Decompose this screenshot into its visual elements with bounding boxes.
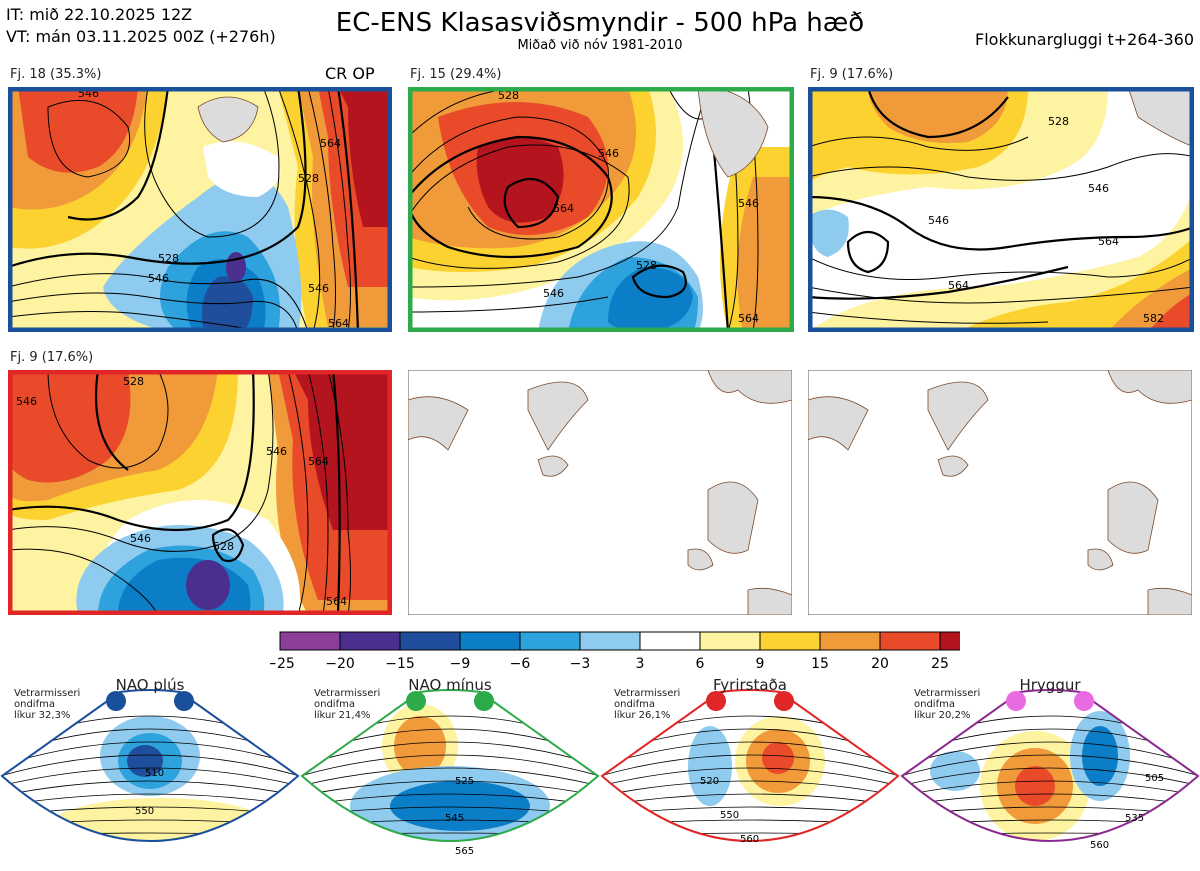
regime-dot (1006, 691, 1026, 711)
contour-label: 546 (266, 445, 287, 458)
colorbar-tick-label: 3 (636, 656, 645, 672)
contour-label: 546 (130, 532, 151, 545)
contour-label: 564 (326, 595, 347, 608)
contour-label: 564 (553, 202, 574, 215)
regime-contour-label: 545 (445, 813, 464, 824)
contour-label: 546 (598, 147, 619, 160)
regime-name: NAO mínus (370, 676, 530, 694)
regime-contour-label: 550 (720, 810, 739, 821)
contour-label: 582 (1143, 312, 1164, 325)
regime-contour-label: 505 (1145, 773, 1164, 784)
empty-map-5 (408, 370, 792, 615)
regime-contour-label: 550 (135, 806, 154, 817)
regime-contour-label: 560 (740, 834, 759, 845)
anomaly-blob (1015, 766, 1055, 806)
contour-label: 528 (298, 172, 319, 185)
empty-map-6 (808, 370, 1192, 615)
regime-contour-label: 510 (145, 768, 164, 779)
contour-label: 546 (738, 197, 759, 210)
regime-note-line: ondifma (914, 699, 980, 710)
colorbar-tick-label: 6 (696, 656, 705, 672)
contour-label: 564 (738, 312, 759, 325)
regime-note-line: líkur 32,3% (14, 710, 80, 721)
regime-dot (174, 691, 194, 711)
regime-panel: 505 535 560 Vetrarmisseri ondifma líkur 20,2%… (900, 676, 1200, 866)
regime-name: Fyrirstaða (670, 676, 830, 694)
regime-dot (474, 691, 494, 711)
contour-label: 528 (1048, 115, 1069, 128)
colorbar-tick-label: 15 (811, 656, 829, 672)
colorbar-tick-label: −25 (270, 656, 295, 672)
contour-label: 528 (158, 252, 179, 265)
colorbar-tick-label: −9 (450, 656, 471, 672)
colorbar-swatch (820, 632, 880, 650)
anomaly-blob (50, 798, 270, 854)
classification-window: Flokkunargluggi t+264-360 (975, 30, 1194, 49)
colorbar-swatch (640, 632, 700, 650)
colorbar-swatch (880, 632, 940, 650)
colorbar-tick-label: −20 (325, 656, 355, 672)
cluster-map-4: 546 528 546 564 546 528 564 (8, 370, 392, 615)
contour-label: 528 (636, 259, 657, 272)
regime-contour-label: 520 (700, 776, 719, 787)
colorbar-swatch (280, 632, 340, 650)
contour-label: 564 (1098, 235, 1119, 248)
contour-label: 564 (320, 137, 341, 150)
colorbar-swatch (760, 632, 820, 650)
regime-contour-label: 560 (1090, 840, 1109, 851)
regime-dot (1074, 691, 1094, 711)
cluster-map-2: 528 546 564 528 546 564 546 (408, 87, 794, 332)
contour-label: 564 (308, 455, 329, 468)
contour-label: 546 (148, 272, 169, 285)
colorbar-swatch (520, 632, 580, 650)
contour-label: 546 (543, 287, 564, 300)
cluster-map-1: 546 528 546 564 528 546 564 (8, 87, 392, 332)
contour-label: 546 (308, 282, 329, 295)
colorbar-swatch (580, 632, 640, 650)
regime-name: Hryggur (970, 676, 1130, 694)
colorbar-tick-label: 25 (931, 656, 949, 672)
regime-panel: 510 550 Vetrarmisseri ondifma líkur 32,3% NAO… (0, 676, 300, 866)
colorbar-tick-label: 20 (871, 656, 889, 672)
regime-note-line: líkur 20,2% (914, 710, 980, 721)
regime-note-line: líkur 26,1% (614, 710, 680, 721)
contour-label: 564 (948, 279, 969, 292)
contour-label: 546 (1088, 182, 1109, 195)
colorbar-swatch (340, 632, 400, 650)
regime-dot (774, 691, 794, 711)
panel-2-label: Fj. 15 (29.4%) (410, 67, 501, 82)
colorbar: −25 −20 −15 −9 −6 −3 3 6 9 15 20 25 (270, 628, 960, 674)
contour-label: 528 (213, 540, 234, 553)
colorbar-tick-label: −15 (385, 656, 415, 672)
colorbar-tick-label: 9 (756, 656, 765, 672)
cluster-map-3: 528 546 546 564 564 582 (808, 87, 1194, 332)
panel-1-tag: CR OP (325, 64, 375, 83)
panel-3-label: Fj. 9 (17.6%) (810, 67, 893, 82)
regime-dot (106, 691, 126, 711)
regime-dot (406, 691, 426, 711)
colorbar-tick-label: −6 (510, 656, 531, 672)
regime-contour-label: 525 (455, 776, 474, 787)
regime-note-line: ondifma (314, 699, 380, 710)
regime-note-line: ondifma (614, 699, 680, 710)
regime-name: NAO plús (70, 676, 230, 694)
regime-note-line: ondifma (14, 699, 80, 710)
colorbar-swatch (400, 632, 460, 650)
regime-note-line: líkur 21,4% (314, 710, 380, 721)
contour-label: 528 (123, 375, 144, 388)
regime-panel: 525 545 565 Vetrarmisseri ondifma líkur 21,4%… (300, 676, 600, 866)
contour-label: 546 (928, 214, 949, 227)
regime-dot (706, 691, 726, 711)
colorbar-swatch (940, 632, 960, 650)
regime-panel: 520 550 560 Vetrarmisseri ondifma líkur 26,1%… (600, 676, 900, 866)
regime-contour-label: 565 (455, 846, 474, 857)
contour-label: 546 (16, 395, 37, 408)
panel-1-label: Fj. 18 (35.3%) (10, 67, 101, 82)
colorbar-swatch (460, 632, 520, 650)
colorbar-swatch (700, 632, 760, 650)
panel-4-label: Fj. 9 (17.6%) (10, 350, 93, 365)
colorbar-tick-label: −3 (570, 656, 591, 672)
regime-contour-label: 535 (1125, 813, 1144, 824)
